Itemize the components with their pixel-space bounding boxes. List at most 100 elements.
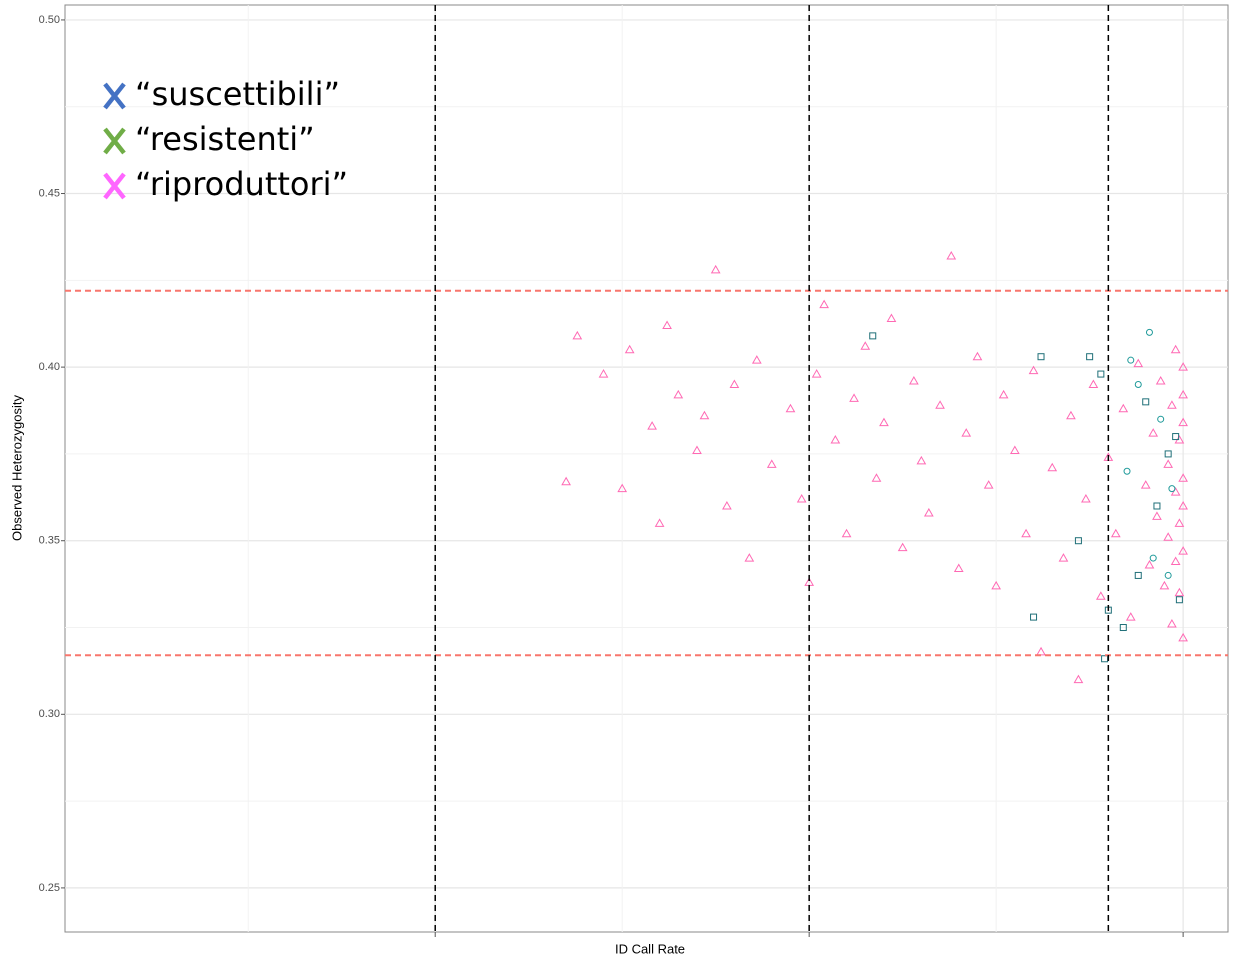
point xyxy=(1153,502,1161,510)
point xyxy=(1178,417,1188,427)
point xyxy=(1149,554,1157,562)
point xyxy=(572,330,583,340)
point xyxy=(1163,459,1174,468)
point xyxy=(1145,328,1153,336)
point xyxy=(1134,380,1142,388)
point xyxy=(673,389,684,399)
x-axis-title: ID Call Rate xyxy=(615,941,685,956)
point xyxy=(1036,646,1046,656)
point xyxy=(1178,632,1188,642)
point xyxy=(1110,528,1121,538)
legend-marker xyxy=(103,82,126,110)
point xyxy=(1030,613,1038,621)
point xyxy=(860,341,871,350)
y-tick-label: 0.35 xyxy=(39,535,60,547)
point xyxy=(953,563,964,572)
point xyxy=(1174,518,1185,527)
point xyxy=(923,507,934,517)
point xyxy=(1178,362,1188,371)
legend-marker xyxy=(103,172,126,200)
point xyxy=(879,417,889,427)
point xyxy=(991,580,1002,590)
point xyxy=(1118,403,1129,413)
plot-frame xyxy=(64,4,1229,933)
point xyxy=(849,393,859,402)
point xyxy=(1009,445,1020,454)
point xyxy=(830,435,841,444)
point xyxy=(1037,353,1045,361)
point xyxy=(1095,591,1106,600)
point xyxy=(935,400,945,409)
point xyxy=(766,459,777,468)
point xyxy=(1144,560,1155,569)
y-tick-label: 0.30 xyxy=(39,708,60,720)
point xyxy=(1170,556,1181,566)
point xyxy=(998,389,1009,399)
point xyxy=(1167,619,1177,628)
point xyxy=(961,428,972,437)
point xyxy=(1170,344,1181,354)
y-tick-label: 0.40 xyxy=(39,361,60,373)
point xyxy=(1155,376,1166,385)
point xyxy=(1148,428,1159,437)
point xyxy=(710,264,721,274)
legend-label: “suscettibili” xyxy=(135,75,340,113)
point xyxy=(1125,612,1136,621)
point xyxy=(1142,398,1150,406)
point xyxy=(1097,370,1105,378)
point xyxy=(1174,587,1185,597)
point xyxy=(624,344,635,354)
point xyxy=(1086,353,1094,361)
point xyxy=(1028,365,1039,375)
y-tick-label: 0.25 xyxy=(39,882,60,894)
point xyxy=(1168,485,1176,493)
point xyxy=(1164,571,1172,579)
point xyxy=(1152,511,1162,520)
point xyxy=(1081,494,1091,503)
point xyxy=(897,542,908,552)
point xyxy=(598,369,609,378)
point xyxy=(1172,433,1180,441)
point xyxy=(1159,580,1170,590)
point xyxy=(841,528,852,538)
point xyxy=(1134,571,1142,579)
point xyxy=(561,476,571,486)
point xyxy=(819,299,829,309)
y-tick-label: 0.50 xyxy=(39,14,60,26)
point xyxy=(662,320,672,329)
point xyxy=(1164,450,1172,458)
legend-marker xyxy=(103,127,126,155)
point xyxy=(1178,473,1188,482)
point xyxy=(1088,379,1099,388)
legend-label: “riproduttori” xyxy=(135,165,348,203)
point xyxy=(1119,624,1127,632)
point xyxy=(1066,410,1076,420)
point xyxy=(699,410,710,420)
point xyxy=(751,355,762,364)
point xyxy=(983,480,994,489)
point xyxy=(1140,480,1151,489)
point xyxy=(729,379,740,388)
point xyxy=(1074,537,1082,545)
point xyxy=(1178,546,1188,555)
point xyxy=(647,421,657,430)
point xyxy=(1123,467,1131,475)
point xyxy=(916,455,927,465)
point xyxy=(946,251,957,260)
point xyxy=(871,473,882,482)
point xyxy=(1178,500,1188,510)
point xyxy=(654,518,665,527)
point xyxy=(1163,532,1174,541)
point xyxy=(1073,674,1084,684)
y-axis-title: Observed Heterozygosity xyxy=(9,395,24,541)
point xyxy=(886,313,897,323)
point xyxy=(1058,553,1069,562)
point xyxy=(811,369,822,378)
point xyxy=(1157,415,1165,423)
point xyxy=(796,494,807,503)
point xyxy=(972,351,983,361)
point xyxy=(785,403,796,413)
point xyxy=(1178,389,1188,399)
